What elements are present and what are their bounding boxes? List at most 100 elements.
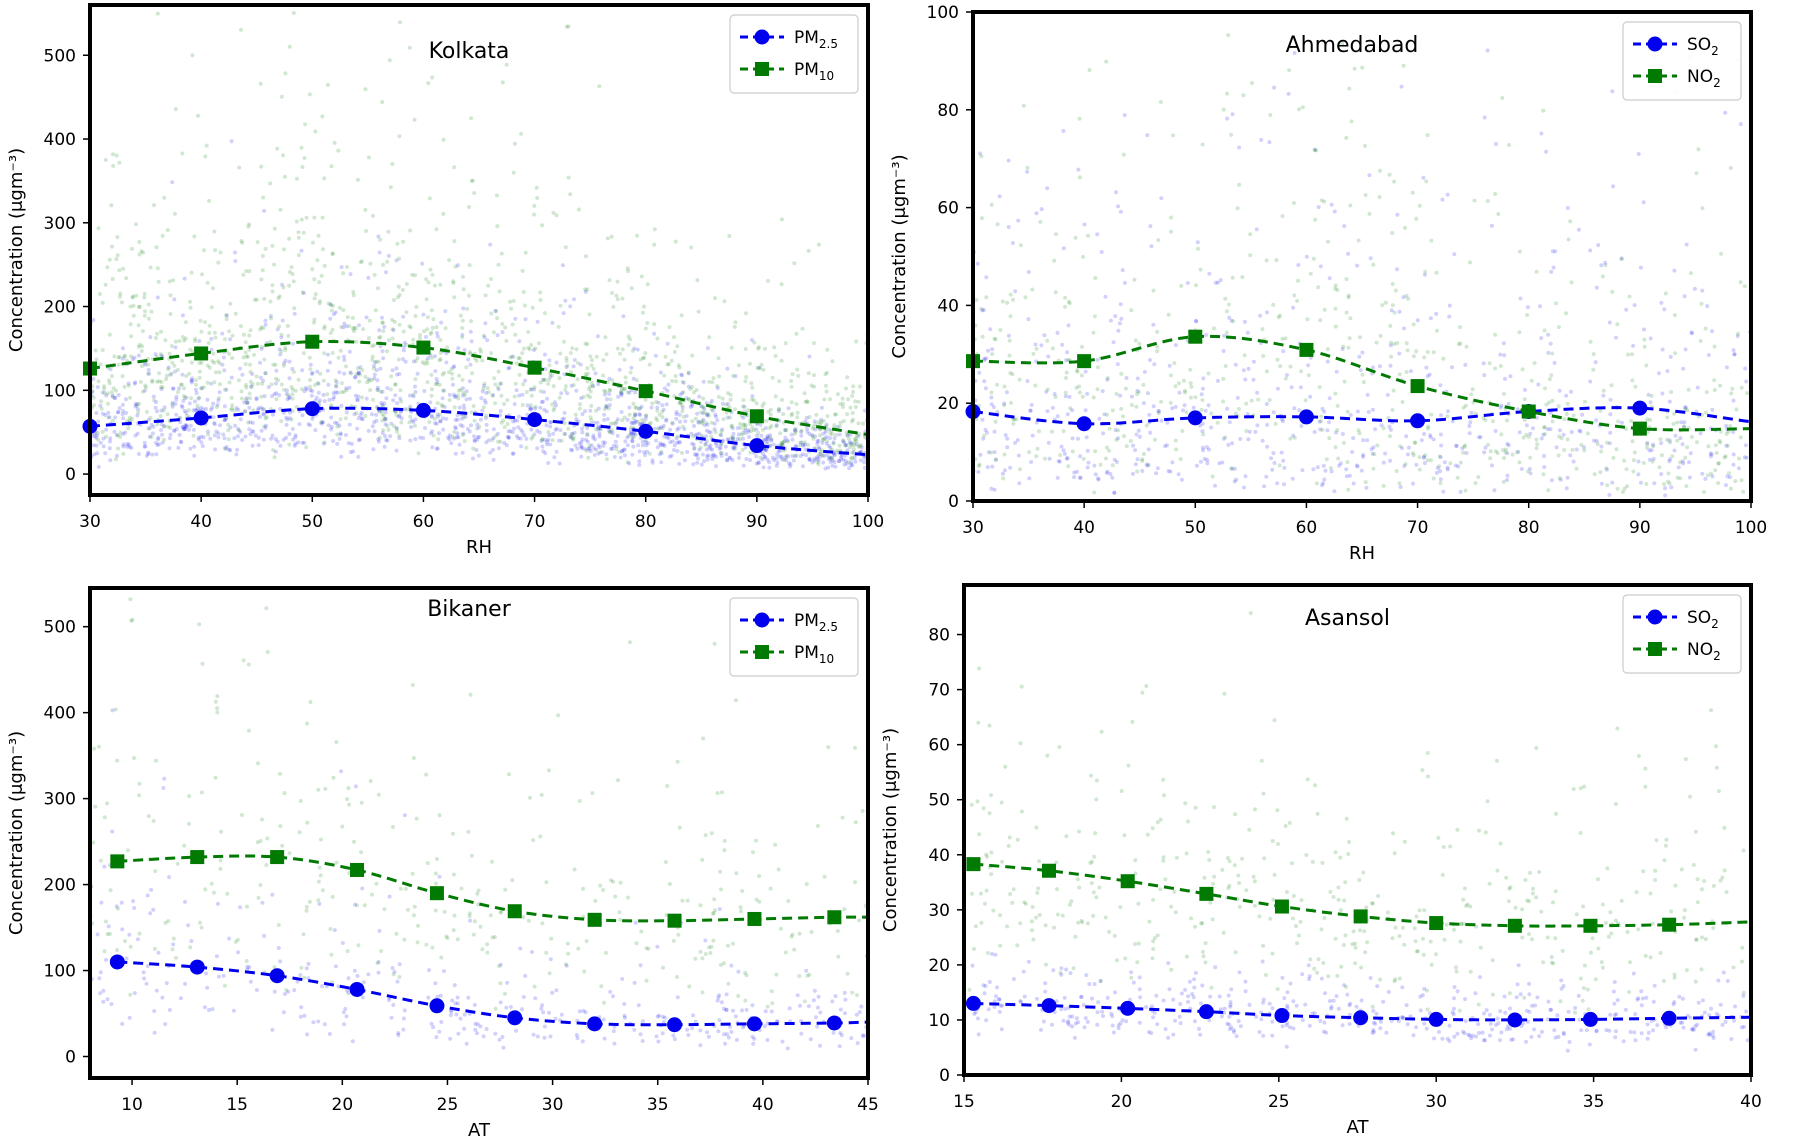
raw-scatter-point	[1391, 388, 1396, 393]
raw-scatter-point	[420, 360, 425, 365]
raw-scatter-point	[1025, 165, 1030, 170]
raw-scatter-point	[313, 428, 318, 433]
raw-scatter-point	[153, 440, 158, 445]
raw-scatter-point	[146, 316, 151, 321]
raw-scatter-point	[551, 431, 556, 436]
raw-scatter-point	[803, 447, 808, 452]
raw-scatter-point	[408, 393, 412, 398]
raw-scatter-point	[741, 415, 746, 420]
raw-scatter-point	[1660, 391, 1665, 396]
raw-scatter-point	[674, 416, 679, 421]
raw-scatter-point	[195, 406, 200, 411]
raw-scatter-point	[1607, 493, 1612, 497]
raw-scatter-point	[452, 165, 457, 170]
raw-scatter-point	[180, 358, 185, 363]
raw-scatter-point	[453, 394, 458, 399]
raw-scatter-point	[1312, 430, 1317, 434]
raw-scatter-point	[438, 357, 443, 362]
raw-scatter-point	[1229, 132, 1234, 137]
raw-scatter-point	[245, 400, 250, 405]
raw-scatter-point	[290, 409, 295, 414]
raw-scatter-point	[458, 313, 463, 318]
raw-scatter-point	[474, 358, 479, 363]
raw-scatter-point	[1014, 417, 1019, 422]
raw-scatter-point	[189, 270, 194, 275]
raw-scatter-point	[1230, 112, 1235, 117]
raw-scatter-point	[304, 215, 309, 220]
raw-scatter-point	[655, 405, 660, 410]
raw-scatter-point	[610, 446, 615, 451]
raw-scatter-point	[191, 349, 195, 354]
raw-scatter-point	[1184, 410, 1189, 415]
raw-scatter-point	[408, 438, 413, 443]
raw-scatter-point	[663, 354, 668, 359]
raw-scatter-point	[1619, 257, 1624, 262]
raw-scatter-point	[284, 391, 289, 396]
raw-scatter-point	[434, 377, 439, 381]
raw-scatter-point	[110, 393, 115, 398]
raw-scatter-point	[1668, 440, 1672, 445]
raw-scatter-point	[821, 437, 826, 442]
raw-scatter-point	[815, 460, 820, 465]
raw-scatter-point	[989, 395, 994, 400]
raw-scatter-point	[662, 1015, 667, 1020]
raw-scatter-point	[1434, 470, 1439, 475]
raw-scatter-point	[234, 406, 239, 410]
raw-scatter-point	[1712, 378, 1717, 383]
raw-scatter-point	[804, 453, 809, 458]
raw-scatter-point	[113, 395, 118, 400]
raw-scatter-point	[199, 434, 204, 439]
raw-scatter-point	[1381, 460, 1386, 465]
raw-scatter-point	[472, 919, 477, 924]
raw-scatter-point	[751, 1041, 756, 1046]
raw-scatter-point	[768, 433, 773, 438]
raw-scatter-point	[326, 352, 330, 357]
legend-box	[729, 14, 859, 94]
raw-scatter-point	[107, 415, 112, 420]
raw-scatter-point	[268, 339, 273, 344]
raw-scatter-point	[1645, 441, 1650, 445]
raw-scatter-point	[1223, 364, 1228, 368]
raw-scatter-point	[193, 336, 198, 341]
raw-scatter-point	[853, 745, 857, 750]
y-axis-label: Concentration (μgm⁻³)	[889, 154, 910, 358]
raw-scatter-point	[1488, 456, 1493, 461]
raw-scatter-point	[1304, 254, 1309, 259]
raw-scatter-point	[580, 412, 585, 417]
raw-scatter-point	[1210, 474, 1215, 479]
raw-scatter-point	[1151, 404, 1156, 409]
raw-scatter-point	[1404, 370, 1409, 374]
raw-scatter-point	[354, 339, 359, 344]
raw-scatter-point	[533, 996, 538, 1001]
raw-scatter-point	[98, 991, 103, 996]
raw-scatter-point	[712, 427, 717, 432]
raw-scatter-point	[325, 368, 330, 373]
raw-scatter-point	[625, 443, 630, 448]
raw-scatter-point	[484, 428, 489, 433]
raw-scatter-point	[992, 450, 997, 455]
raw-scatter-point	[854, 1012, 859, 1017]
raw-scatter-point	[206, 341, 211, 345]
raw-scatter-point	[626, 434, 631, 438]
raw-scatter-point	[384, 396, 389, 401]
raw-scatter-point	[835, 929, 840, 933]
raw-scatter-point	[469, 423, 473, 428]
raw-scatter-point	[435, 401, 440, 406]
raw-scatter-point	[286, 989, 291, 994]
raw-scatter-point	[333, 310, 338, 315]
raw-scatter-point	[718, 432, 723, 437]
raw-scatter-point	[622, 357, 627, 362]
raw-scatter-point	[157, 442, 161, 447]
raw-scatter-point	[256, 435, 261, 440]
raw-scatter-point	[656, 1039, 661, 1044]
raw-scatter-point	[1229, 318, 1234, 323]
data-point	[749, 438, 765, 454]
raw-scatter-point	[796, 373, 801, 378]
raw-scatter-point	[1188, 381, 1193, 386]
raw-scatter-point	[120, 346, 125, 351]
raw-scatter-point	[278, 959, 283, 964]
raw-scatter-point	[1687, 475, 1692, 480]
raw-scatter-point	[468, 362, 473, 367]
raw-scatter-point	[684, 396, 689, 401]
raw-scatter-point	[1233, 411, 1238, 416]
